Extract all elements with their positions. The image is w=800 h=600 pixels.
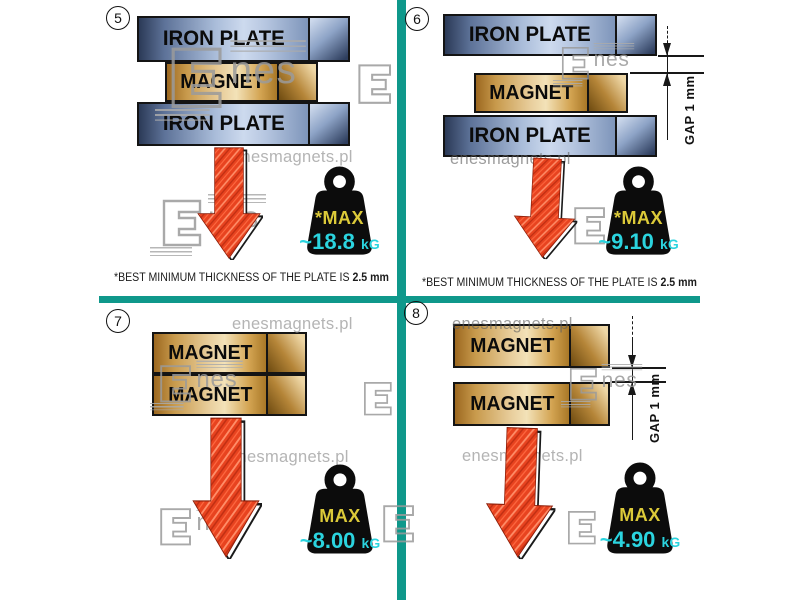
enes-logo-text: nes bbox=[601, 368, 638, 392]
enes-logo-watermark: nes bbox=[553, 42, 665, 87]
site-watermark: enesmagnets.pl bbox=[228, 448, 349, 466]
dimension-line bbox=[667, 48, 668, 140]
enes-logo-lines bbox=[601, 363, 643, 371]
plate-end-cap bbox=[308, 18, 348, 60]
max-label: *MAX bbox=[314, 207, 364, 228]
enes-logo-watermark: nes bbox=[155, 40, 363, 121]
enes-logo-text: nes bbox=[230, 49, 298, 93]
enes-logo-watermark: nes bbox=[150, 360, 278, 411]
dimension-tick bbox=[630, 72, 704, 74]
iron-plate-bottom-block: IRON PLATE bbox=[443, 115, 657, 157]
weight-icon: MAX ~4.90 kG bbox=[597, 462, 683, 558]
dimension-arrow-down-icon bbox=[627, 355, 636, 368]
panel-number-badge: 6 bbox=[405, 7, 429, 31]
magnet-end-cap bbox=[266, 376, 305, 414]
panel-number-badge: 8 bbox=[404, 301, 428, 325]
max-value: ~8.00 kG bbox=[299, 527, 381, 553]
dimension-line bbox=[667, 26, 668, 48]
enes-e-icon bbox=[569, 367, 597, 401]
panel-number-badge: 5 bbox=[106, 6, 130, 30]
dimension-arrow-down-icon bbox=[662, 43, 671, 56]
max-label: MAX bbox=[319, 506, 361, 527]
enes-e-icon bbox=[171, 47, 222, 108]
enes-logo-lines bbox=[150, 403, 184, 411]
weight-icon: MAX ~8.00 kG bbox=[297, 464, 383, 558]
iron-plate-top-block: IRON PLATE bbox=[443, 14, 657, 56]
magnet-label: MAGNET bbox=[167, 341, 253, 364]
enes-logo-lines bbox=[230, 40, 306, 52]
enes-logo-lines bbox=[561, 401, 591, 408]
magnet-label: MAGNET bbox=[469, 334, 555, 357]
dimension-arrow-up-icon bbox=[662, 73, 671, 86]
plate-thickness-note: *BEST MINIMUM THICKNESS OF THE PLATE IS … bbox=[421, 277, 697, 289]
max-value: ~4.90 kG bbox=[599, 527, 681, 553]
enes-e-icon bbox=[160, 365, 191, 403]
enes-e-icon bbox=[568, 511, 596, 545]
site-watermark: enesmagnets.pl bbox=[452, 315, 573, 333]
panel-number-badge: 7 bbox=[106, 309, 130, 333]
pull-force-arrow-icon bbox=[197, 147, 263, 260]
pull-force-arrow-icon bbox=[192, 417, 262, 559]
magnet-label: MAGNET bbox=[489, 81, 574, 104]
site-watermark: enesmagnets.pl bbox=[232, 148, 353, 166]
magnet-block: MAGNET bbox=[474, 73, 628, 113]
weight-icon: *MAX ~9.10 kG bbox=[596, 166, 681, 259]
enes-e-icon bbox=[561, 46, 589, 80]
enes-logo-lines bbox=[150, 247, 192, 256]
enes-e-icon bbox=[160, 508, 191, 546]
enes-logo-text: nes bbox=[196, 366, 238, 393]
enes-logo-watermark bbox=[362, 380, 470, 420]
enes-logo-text: nes bbox=[593, 47, 630, 71]
enes-logo-lines bbox=[553, 80, 583, 87]
divider-horizontal bbox=[99, 296, 700, 303]
dimension-line bbox=[632, 316, 633, 340]
pull-force-arrow-icon bbox=[484, 426, 559, 561]
dimension-tick bbox=[612, 381, 666, 383]
enes-logo-watermark: nes bbox=[561, 363, 673, 408]
plate-end-cap bbox=[615, 117, 655, 155]
magnet-label: MAGNET bbox=[469, 392, 555, 415]
max-label: *MAX bbox=[613, 207, 663, 228]
max-value: ~18.8 kG bbox=[299, 229, 380, 255]
plate-thickness-note: *BEST MINIMUM THICKNESS OF THE PLATE IS … bbox=[113, 272, 389, 284]
pull-force-arrow-icon bbox=[511, 156, 581, 261]
plate-end-cap bbox=[308, 104, 348, 144]
magnet-end-cap bbox=[266, 334, 305, 372]
magnet-end-cap bbox=[277, 64, 316, 100]
magnet-top-block: MAGNET bbox=[453, 324, 610, 368]
iron-plate-label: IRON PLATE bbox=[469, 23, 591, 46]
max-label: MAX bbox=[619, 505, 661, 526]
enes-e-icon bbox=[364, 382, 392, 416]
magnet-end-cap bbox=[569, 326, 608, 366]
enes-logo-lines bbox=[196, 360, 243, 368]
iron-plate-top-block: IRON PLATE bbox=[137, 16, 350, 62]
iron-plate-label: IRON PLATE bbox=[469, 124, 591, 147]
enes-logo-watermark bbox=[356, 62, 484, 110]
enes-e-icon bbox=[358, 64, 392, 104]
enes-logo-lines bbox=[155, 109, 210, 121]
dimension-arrow-up-icon bbox=[627, 382, 636, 395]
magnet-end-cap bbox=[587, 75, 626, 111]
enes-e-icon bbox=[383, 505, 414, 543]
magnet-bottom-block: MAGNET bbox=[152, 374, 307, 416]
enes-logo-lines bbox=[593, 42, 635, 50]
site-watermark: enesmagnets.pl bbox=[232, 315, 353, 333]
max-value: ~9.10 kG bbox=[598, 229, 679, 255]
magnet-label: MAGNET bbox=[167, 383, 253, 406]
gap-dimension-label: GAP 1 mm bbox=[682, 75, 697, 145]
weight-icon: *MAX ~18.8 kG bbox=[297, 166, 382, 259]
dimension-tick bbox=[658, 55, 704, 57]
